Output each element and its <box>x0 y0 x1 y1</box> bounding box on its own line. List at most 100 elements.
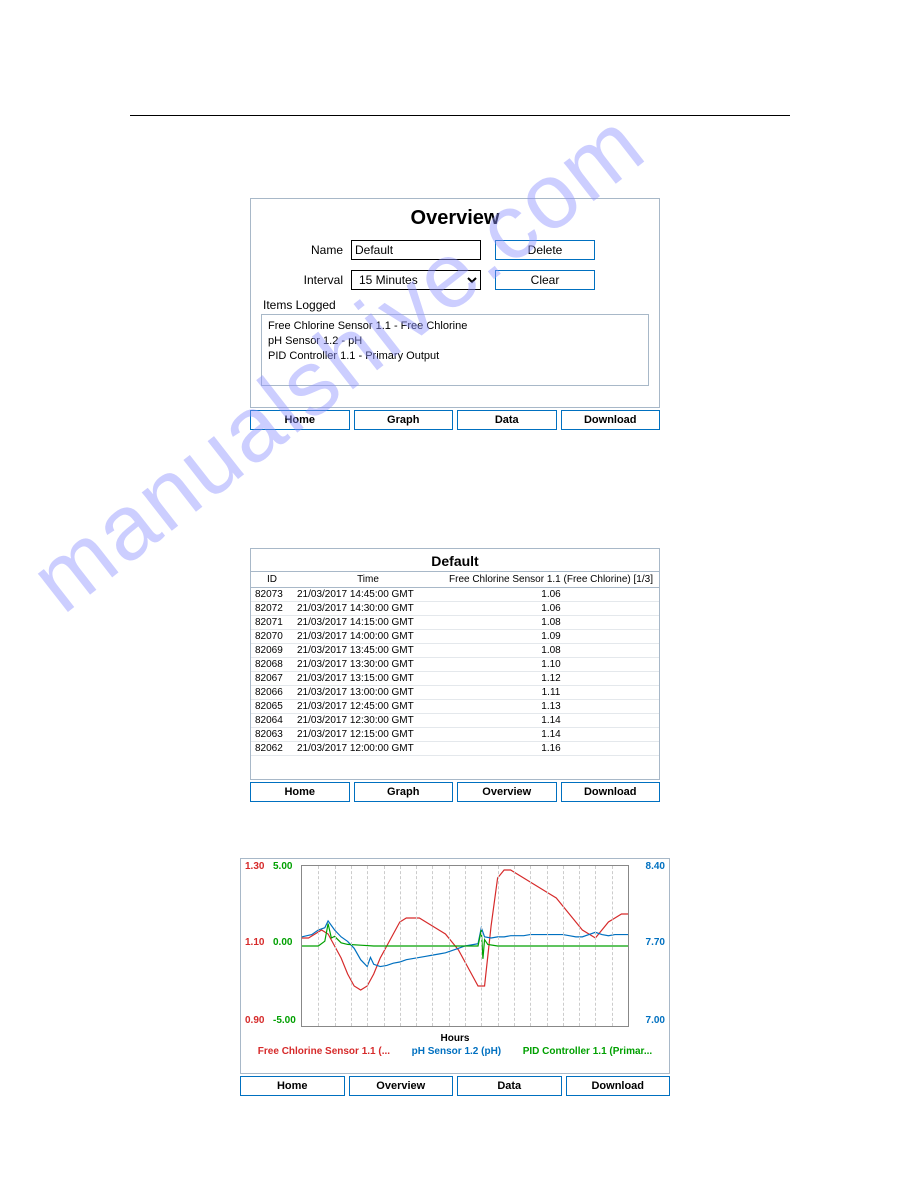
table-cell: 1.08 <box>443 616 659 630</box>
table-cell: 1.11 <box>443 686 659 700</box>
tab-data[interactable]: Data <box>457 410 557 430</box>
table-row: 8207221/03/2017 14:30:00 GMT1.06 <box>251 602 659 616</box>
table-cell: 82066 <box>251 686 293 700</box>
chart-plot <box>301 865 629 1027</box>
table-cell: 21/03/2017 13:00:00 GMT <box>293 686 443 700</box>
interval-select[interactable]: 15 Minutes <box>351 270 481 290</box>
table-cell: 21/03/2017 13:30:00 GMT <box>293 658 443 672</box>
name-label: Name <box>261 243 351 257</box>
table-row: 8207121/03/2017 14:15:00 GMT1.08 <box>251 616 659 630</box>
table-cell: 82072 <box>251 602 293 616</box>
clear-button[interactable]: Clear <box>495 270 595 290</box>
tab-data[interactable]: Data <box>457 1076 562 1096</box>
chart-tabs: Home Overview Data Download <box>240 1076 670 1096</box>
table-row: 8207321/03/2017 14:45:00 GMT1.06 <box>251 588 659 602</box>
name-input[interactable] <box>351 240 481 260</box>
table-cell: 1.10 <box>443 658 659 672</box>
list-item: Free Chlorine Sensor 1.1 - Free Chlorine <box>268 319 642 334</box>
axis-left1-max: 1.30 <box>245 861 264 872</box>
col-id: ID <box>251 572 293 588</box>
data-table: ID Time Free Chlorine Sensor 1.1 (Free C… <box>251 571 659 756</box>
table-cell: 82065 <box>251 700 293 714</box>
table-row: 8206521/03/2017 12:45:00 GMT1.13 <box>251 700 659 714</box>
table-cell: 82068 <box>251 658 293 672</box>
tab-home[interactable]: Home <box>250 410 350 430</box>
table-cell: 82071 <box>251 616 293 630</box>
table-cell: 1.09 <box>443 630 659 644</box>
overview-tabs: Home Graph Data Download <box>250 410 660 430</box>
tab-overview[interactable]: Overview <box>457 782 557 802</box>
axis-right-min: 7.00 <box>646 1015 665 1026</box>
name-row: Name Delete <box>251 238 659 262</box>
chart-panel: 1.30 1.10 0.90 5.00 0.00 -5.00 8.40 7.70… <box>240 858 670 1074</box>
data-panel-title: Default <box>251 549 659 571</box>
table-cell: 21/03/2017 14:45:00 GMT <box>293 588 443 602</box>
items-logged-label: Items Logged <box>251 292 659 314</box>
table-row: 8206421/03/2017 12:30:00 GMT1.14 <box>251 714 659 728</box>
table-cell: 82070 <box>251 630 293 644</box>
list-item: PID Controller 1.1 - Primary Output <box>268 349 642 364</box>
table-cell: 21/03/2017 12:15:00 GMT <box>293 728 443 742</box>
tab-download[interactable]: Download <box>561 782 661 802</box>
tab-home[interactable]: Home <box>240 1076 345 1096</box>
table-cell: 1.12 <box>443 672 659 686</box>
table-cell: 21/03/2017 14:00:00 GMT <box>293 630 443 644</box>
table-cell: 1.14 <box>443 714 659 728</box>
table-row: 8206321/03/2017 12:15:00 GMT1.14 <box>251 728 659 742</box>
overview-title: Overview <box>251 199 659 238</box>
items-logged-list[interactable]: Free Chlorine Sensor 1.1 - Free Chlorine… <box>261 314 649 386</box>
table-cell: 82067 <box>251 672 293 686</box>
table-row: 8207021/03/2017 14:00:00 GMT1.09 <box>251 630 659 644</box>
axis-left2-max: 5.00 <box>273 861 292 872</box>
chart-x-title: Hours <box>241 1033 669 1044</box>
table-row: 8206721/03/2017 13:15:00 GMT1.12 <box>251 672 659 686</box>
chart-area: 1.30 1.10 0.90 5.00 0.00 -5.00 8.40 7.70… <box>241 859 669 1033</box>
overview-panel: Overview Name Delete Interval 15 Minutes… <box>250 198 660 408</box>
table-cell: 82073 <box>251 588 293 602</box>
table-cell: 1.08 <box>443 644 659 658</box>
table-cell: 82062 <box>251 742 293 756</box>
delete-button[interactable]: Delete <box>495 240 595 260</box>
table-row: 8206621/03/2017 13:00:00 GMT1.11 <box>251 686 659 700</box>
table-cell: 21/03/2017 13:45:00 GMT <box>293 644 443 658</box>
axis-left2-mid: 0.00 <box>273 937 292 948</box>
table-cell: 1.06 <box>443 588 659 602</box>
tab-download[interactable]: Download <box>566 1076 671 1096</box>
data-tabs: Home Graph Overview Download <box>250 782 660 802</box>
table-cell: 82063 <box>251 728 293 742</box>
data-panel: Default ID Time Free Chlorine Sensor 1.1… <box>250 548 660 780</box>
chart-legend: Free Chlorine Sensor 1.1 (... pH Sensor … <box>241 1044 669 1061</box>
table-row: 8206821/03/2017 13:30:00 GMT1.10 <box>251 658 659 672</box>
tab-overview[interactable]: Overview <box>349 1076 454 1096</box>
table-cell: 21/03/2017 14:15:00 GMT <box>293 616 443 630</box>
col-time: Time <box>293 572 443 588</box>
table-row: 8206921/03/2017 13:45:00 GMT1.08 <box>251 644 659 658</box>
col-value: Free Chlorine Sensor 1.1 (Free Chlorine)… <box>443 572 659 588</box>
table-header-row: ID Time Free Chlorine Sensor 1.1 (Free C… <box>251 572 659 588</box>
table-cell: 1.14 <box>443 728 659 742</box>
table-row: 8206221/03/2017 12:00:00 GMT1.16 <box>251 742 659 756</box>
tab-graph[interactable]: Graph <box>354 782 454 802</box>
page-divider <box>130 115 790 116</box>
tab-download[interactable]: Download <box>561 410 661 430</box>
axis-left2-min: -5.00 <box>273 1015 296 1026</box>
legend-item: pH Sensor 1.2 (pH) <box>412 1046 501 1057</box>
interval-label: Interval <box>261 273 351 287</box>
table-cell: 1.06 <box>443 602 659 616</box>
table-cell: 21/03/2017 12:30:00 GMT <box>293 714 443 728</box>
tab-graph[interactable]: Graph <box>354 410 454 430</box>
table-cell: 1.13 <box>443 700 659 714</box>
axis-left1-min: 0.90 <box>245 1015 264 1026</box>
table-cell: 82069 <box>251 644 293 658</box>
list-item: pH Sensor 1.2 - pH <box>268 334 642 349</box>
table-cell: 1.16 <box>443 742 659 756</box>
axis-left1-mid: 1.10 <box>245 937 264 948</box>
tab-home[interactable]: Home <box>250 782 350 802</box>
axis-right-max: 8.40 <box>646 861 665 872</box>
table-cell: 21/03/2017 14:30:00 GMT <box>293 602 443 616</box>
table-cell: 21/03/2017 12:00:00 GMT <box>293 742 443 756</box>
table-cell: 21/03/2017 12:45:00 GMT <box>293 700 443 714</box>
legend-item: PID Controller 1.1 (Primar... <box>523 1046 652 1057</box>
table-cell: 82064 <box>251 714 293 728</box>
interval-row: Interval 15 Minutes Clear <box>251 268 659 292</box>
